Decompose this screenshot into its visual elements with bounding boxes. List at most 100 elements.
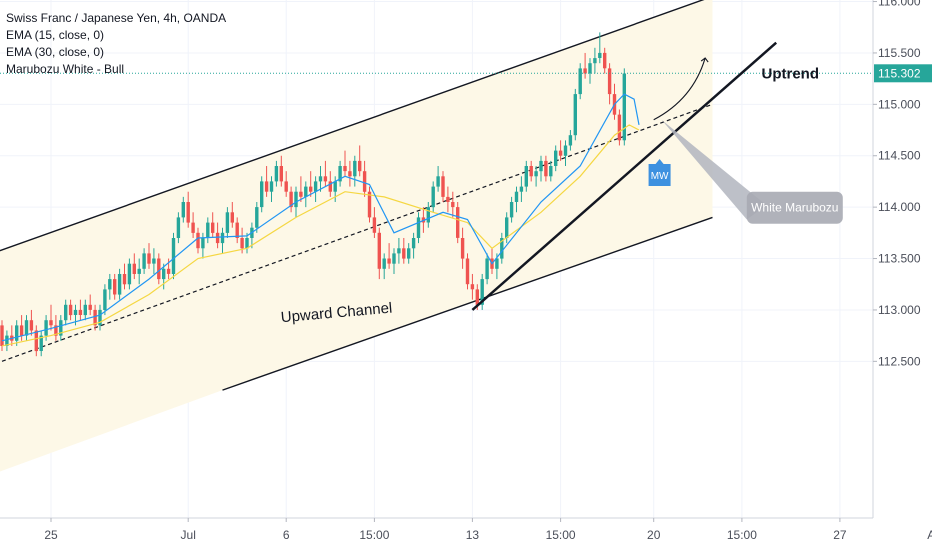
candle-body: [309, 186, 313, 192]
candle-body: [294, 191, 298, 208]
candle-body: [328, 181, 332, 192]
price-tick-label: 114.500: [878, 149, 921, 163]
candle-body: [127, 263, 132, 285]
uptrend-label: Uptrend: [762, 66, 820, 83]
price-tick-label: 115.500: [878, 46, 921, 60]
candle-body: [353, 160, 357, 177]
candle-body: [24, 320, 29, 336]
candle-body: [407, 248, 411, 259]
candle-body: [59, 320, 63, 336]
time-tick-label: 27: [833, 528, 847, 542]
callout-pointer: [661, 119, 767, 220]
legend-ema15[interactable]: EMA (15, close, 0): [6, 28, 105, 42]
candle-body: [196, 232, 200, 249]
candle-body: [411, 238, 416, 249]
candle-body: [215, 232, 220, 244]
candle-body: [509, 202, 514, 218]
projection-arrow: [653, 57, 706, 121]
candle-body: [103, 289, 107, 310]
candle-body: [603, 52, 607, 69]
time-tick-label: 15:00: [359, 528, 389, 542]
price-tick-label: 113.500: [878, 252, 921, 266]
candle-body: [549, 166, 553, 177]
price-tick-label: 116.000: [878, 0, 921, 9]
legend-symbol-title[interactable]: Swiss Franc / Japanese Yen, 4h, OANDA: [6, 11, 227, 25]
candle-body: [186, 202, 190, 223]
candle-body: [113, 279, 117, 295]
candle-body: [299, 191, 303, 197]
price-tick-label: 112.500: [878, 354, 921, 368]
candle-body: [201, 238, 205, 249]
candle-body: [338, 166, 342, 182]
time-tick-label: 20: [647, 528, 661, 542]
time-tick-label: Jul: [181, 528, 196, 542]
time-tick-label: 15:00: [727, 528, 757, 542]
candle-body: [402, 248, 406, 259]
candle-body: [19, 325, 24, 336]
candle-body: [436, 176, 440, 187]
legend-ema30[interactable]: EMA (30, close, 0): [6, 45, 105, 59]
candle-body: [5, 335, 9, 346]
candle-body: [470, 284, 475, 290]
price-tick-label: 115.000: [878, 97, 921, 111]
candle-body: [220, 232, 225, 244]
candle-body: [162, 268, 166, 280]
candle-body: [225, 212, 230, 233]
candle-body: [304, 186, 308, 197]
candle-body: [554, 150, 558, 166]
candle-body: [323, 176, 328, 182]
candle-body: [279, 166, 283, 182]
candles[interactable]: [0, 32, 626, 357]
candle-body: [397, 248, 401, 254]
candle-body: [617, 114, 622, 141]
candle-body: [431, 186, 435, 208]
candle-body: [78, 309, 83, 315]
price-tick-label: 113.000: [878, 303, 921, 317]
price-axis[interactable]: 116.000 115.500 115.000 114.500 114.000 113.5…: [872, 0, 932, 550]
candle-body: [544, 160, 548, 177]
candle-body: [318, 176, 323, 182]
candle-body: [260, 181, 264, 208]
legend-pattern[interactable]: Marubozu White - Bull: [6, 62, 125, 76]
candle-body: [558, 150, 563, 156]
candle-body: [39, 335, 43, 351]
candle-body: [451, 202, 455, 208]
candle-body: [534, 171, 538, 177]
candle-body: [539, 160, 543, 172]
candle-body: [49, 320, 53, 326]
candle-body: [505, 217, 509, 238]
candle-body: [519, 186, 524, 192]
candle-body: [348, 171, 352, 177]
candle-body: [622, 73, 626, 141]
candle-body: [171, 238, 176, 274]
candle-body: [465, 258, 470, 285]
callout-label: White Marubozu: [751, 201, 838, 215]
time-axis-bg: [0, 518, 932, 550]
candle-body: [382, 258, 386, 269]
time-tick-label: 13: [466, 528, 480, 542]
candle-body: [446, 196, 450, 202]
candle-body: [284, 181, 288, 192]
candle-body: [98, 309, 102, 326]
candle-body: [387, 258, 391, 264]
pattern-marker: [648, 158, 671, 186]
chart-legend: Swiss Franc / Japanese Yen, 4h, OANDA EM…: [6, 10, 226, 78]
candle-body: [166, 268, 171, 274]
candle-body: [456, 207, 460, 238]
candle-body: [313, 181, 318, 192]
candle-body: [29, 320, 34, 331]
candle-body: [269, 181, 274, 192]
candle-body: [191, 222, 195, 233]
ema-lines: [1, 93, 640, 347]
candle-body: [15, 325, 19, 341]
candle-body: [245, 238, 249, 249]
candle-body: [68, 304, 73, 316]
candle-body: [607, 68, 612, 95]
candle-body: [460, 238, 465, 259]
candle-body: [480, 279, 484, 305]
candle-body: [235, 222, 239, 238]
candle-body: [73, 309, 78, 315]
time-tick-label: 15:00: [546, 528, 576, 542]
